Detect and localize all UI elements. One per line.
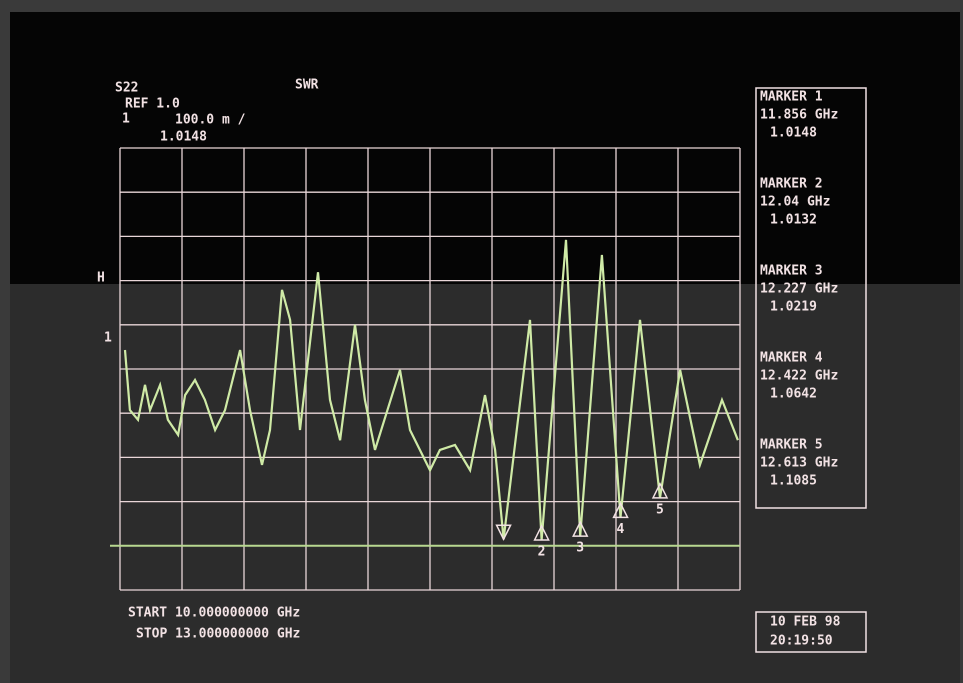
marker-triangle [572, 520, 589, 537]
marker-title: MARKER 4 [760, 351, 823, 366]
active-marker-value: 1.0148 [160, 130, 207, 145]
format: SWR [295, 78, 319, 93]
scale: 100.0 m / [175, 113, 246, 128]
marker-value: 1.1085 [770, 474, 817, 489]
marker-value: 1.0148 [770, 126, 817, 141]
marker-frequency: 12.04 GHz [760, 195, 830, 210]
marker-value: 1.0132 [770, 213, 817, 228]
start: START 10.000000000 GHz [128, 606, 300, 621]
marker-box [755, 87, 867, 509]
marker-frequency: 12.227 GHz [760, 282, 838, 297]
channel-label: H [97, 271, 105, 286]
marker-number: 3 [576, 541, 584, 556]
marker-triangle [651, 482, 669, 499]
marker-value: 1.0219 [770, 300, 817, 315]
marker-number: 2 [538, 544, 546, 559]
marker-title: MARKER 1 [760, 90, 823, 105]
marker-title: MARKER 3 [760, 264, 823, 279]
time: 20:19:50 [770, 634, 833, 649]
active-marker-number: 1 [122, 112, 130, 127]
ref-position-label: 1 [104, 331, 112, 346]
parameter: S22 [115, 81, 138, 96]
marker-frequency: 11.856 GHz [760, 108, 838, 123]
marker-frequency: 12.613 GHz [760, 456, 838, 471]
marker-title: MARKER 2 [760, 177, 823, 192]
marker-triangle [612, 501, 629, 519]
stop: STOP 13.000000000 GHz [136, 627, 300, 642]
marker-number: 4 [617, 522, 625, 537]
screen-bottom [10, 284, 960, 683]
date: 10 FEB 98 [770, 615, 841, 630]
marker-frequency: 12.422 GHz [760, 369, 838, 384]
trace [123, 239, 739, 541]
marker-triangle [533, 524, 550, 541]
ref-label: REF 1.0 [125, 97, 180, 112]
marker-title: MARKER 5 [760, 438, 823, 453]
marker-value: 1.0642 [770, 387, 817, 402]
marker-triangle [495, 524, 512, 541]
date-box [755, 611, 867, 653]
marker-number: 5 [656, 502, 664, 517]
